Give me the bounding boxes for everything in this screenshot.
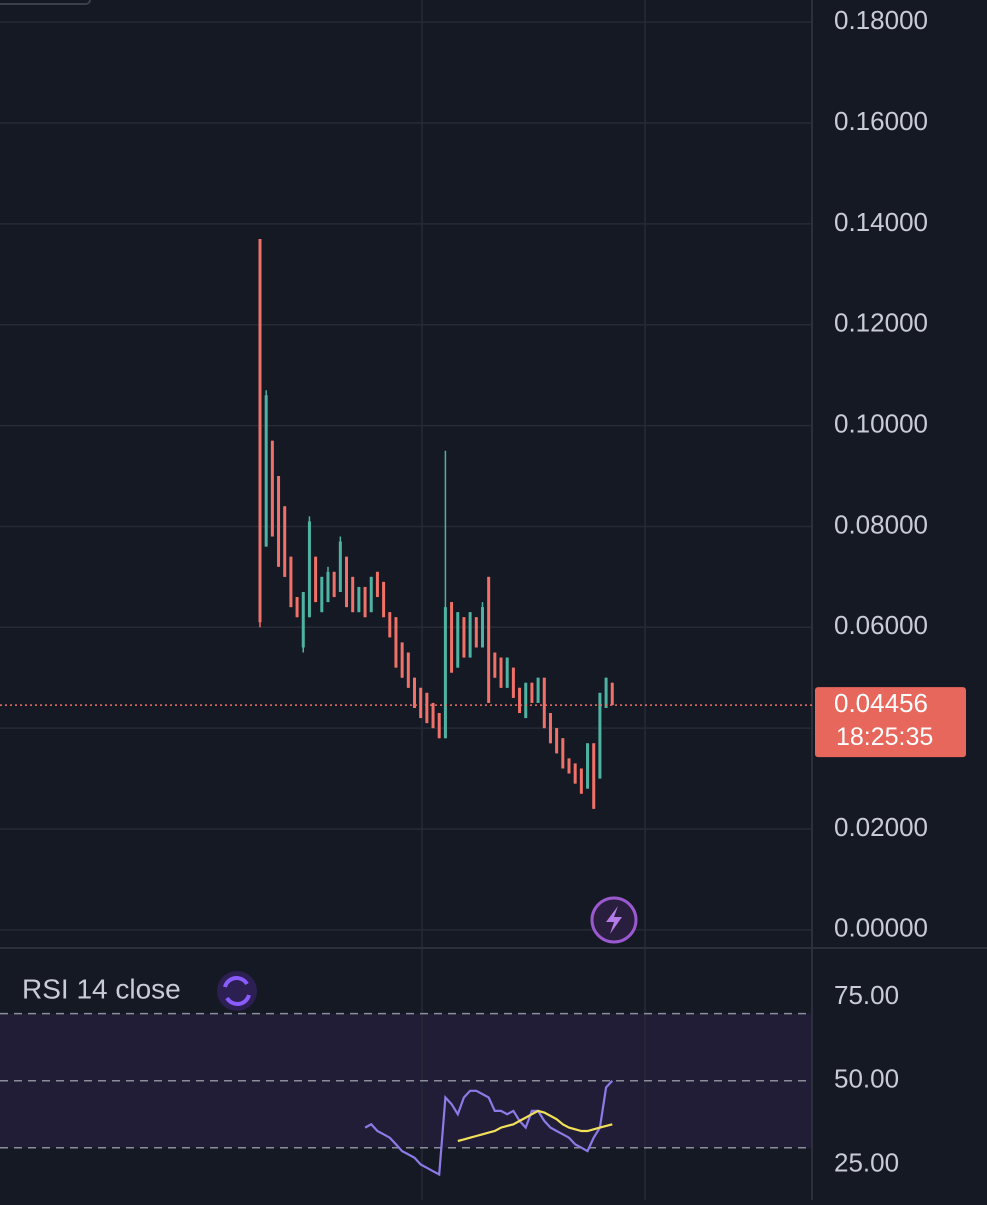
candle-body (351, 576, 355, 613)
y-tick-label: 0.00000 (834, 913, 928, 943)
toolbar-button[interactable] (0, 0, 91, 5)
candle-body (542, 677, 546, 729)
lightning-icon (606, 906, 622, 934)
candle-body (456, 612, 460, 668)
rsi-line (457, 1109, 613, 1143)
countdown-label: 18:25:35 (836, 723, 933, 751)
candle-body (579, 768, 583, 794)
rsi-title: RSI 14 close (22, 973, 181, 1004)
candle-body (598, 692, 602, 779)
candle-body (592, 743, 596, 809)
candle-body (431, 702, 435, 729)
candle-body (320, 576, 324, 613)
candle-body (548, 713, 552, 744)
candle-body (487, 576, 491, 703)
candle-body (388, 612, 392, 638)
candle-body (289, 556, 293, 608)
candle-body (270, 440, 274, 537)
candle-body (468, 612, 472, 658)
candle-body (400, 642, 404, 678)
y-tick-label: 50.00 (834, 1064, 899, 1094)
candle-body (474, 617, 478, 648)
refresh-icon (223, 976, 251, 1006)
candle-body (499, 657, 503, 688)
candle-body (536, 677, 540, 703)
candle-body (419, 687, 423, 719)
candle-body (369, 576, 373, 613)
candle-body (307, 521, 311, 618)
candle-body (406, 652, 410, 688)
candle-body (604, 677, 608, 708)
y-tick-label: 0.12000 (834, 308, 928, 338)
candle-body (555, 728, 559, 754)
candle-body (443, 607, 447, 739)
last-price-label: 0.04456 (834, 688, 928, 718)
candle-body (413, 677, 416, 708)
candle-body (338, 541, 342, 592)
y-tick-label: 0.02000 (834, 812, 928, 842)
candle-body (505, 657, 509, 688)
y-tick-label: 0.08000 (834, 509, 928, 539)
candle-body (511, 667, 515, 698)
candle-body (573, 763, 577, 784)
candle-body (567, 758, 571, 774)
refresh-button[interactable] (217, 971, 257, 1011)
lightning-button[interactable] (590, 896, 638, 944)
candle-body (258, 239, 262, 623)
y-tick-label: 25.00 (834, 1147, 899, 1177)
candle-body (425, 692, 429, 724)
candle-body (363, 586, 367, 618)
y-tick-label: 0.06000 (834, 610, 928, 640)
candle-body (524, 682, 528, 719)
last-price-box (815, 687, 966, 758)
candle-body (264, 395, 268, 547)
candle-body (375, 571, 379, 598)
y-tick-label: 0.14000 (834, 207, 928, 237)
candle-body (332, 571, 336, 598)
candle-body (530, 682, 534, 703)
candle-body (357, 586, 361, 613)
candle-body (382, 581, 386, 618)
rsi-line (364, 1079, 614, 1177)
candle-body (437, 713, 441, 739)
candle-body (394, 617, 398, 668)
candle-body (345, 556, 349, 608)
candle-body (301, 591, 305, 648)
candle-body (462, 617, 466, 658)
candle-body (561, 738, 565, 769)
candle-body (283, 506, 287, 577)
candle-body (493, 652, 497, 678)
candle-body (610, 682, 614, 706)
candle-body (480, 607, 484, 648)
candle-body (450, 602, 454, 673)
candle-body (518, 687, 522, 714)
candle-body (586, 743, 590, 789)
candle-body (277, 476, 281, 567)
y-tick-label: 0.10000 (834, 408, 928, 438)
y-tick-label: 75.00 (834, 980, 899, 1010)
candle-body (326, 571, 330, 603)
candle-body (295, 597, 299, 618)
y-tick-label: 0.16000 (834, 106, 928, 136)
candle-body (314, 556, 318, 603)
y-tick-label: 0.18000 (834, 5, 928, 35)
